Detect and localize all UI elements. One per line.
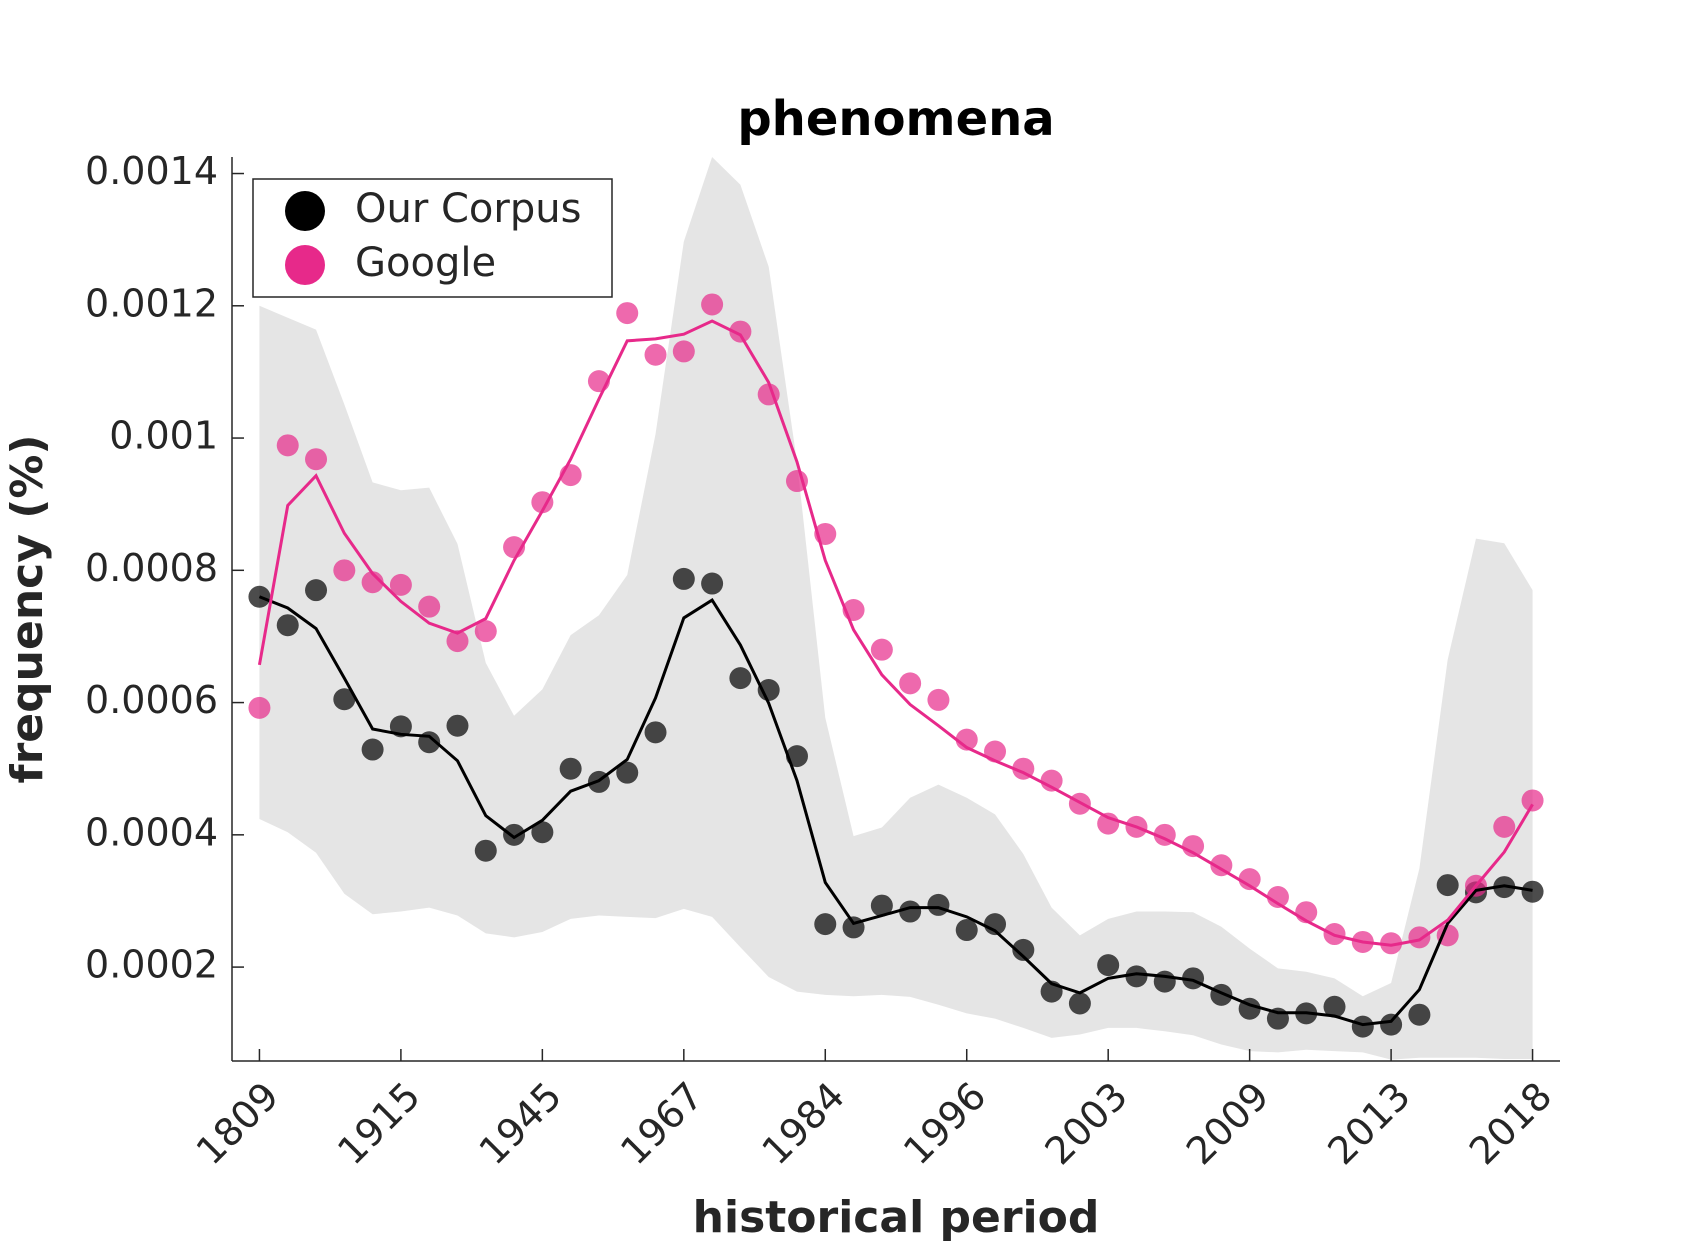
data-point — [361, 738, 384, 761]
data-point — [531, 491, 554, 514]
legend-marker — [285, 191, 325, 231]
data-point — [361, 571, 384, 594]
data-point — [616, 761, 639, 784]
data-point — [1125, 965, 1148, 988]
data-point — [870, 894, 893, 917]
y-tick-label: 0.0004 — [85, 810, 218, 854]
smoothed-line — [257, 319, 1534, 947]
data-point — [927, 893, 950, 916]
data-point — [1408, 926, 1431, 949]
data-point — [785, 470, 808, 493]
data-point — [446, 714, 469, 737]
data-point — [870, 638, 893, 661]
data-point — [474, 839, 497, 862]
data-point — [1351, 1015, 1374, 1038]
data-point — [1097, 954, 1120, 977]
data-point — [1266, 885, 1289, 908]
data-point — [1436, 924, 1459, 947]
data-point — [389, 573, 412, 596]
data-point — [644, 721, 667, 744]
data-point — [333, 688, 356, 711]
smoothed-line — [258, 595, 1533, 1027]
confidence-band — [259, 157, 1533, 1060]
data-point — [1323, 995, 1346, 1018]
data-point — [531, 821, 554, 844]
data-point — [672, 340, 695, 363]
x-axis-label: historical period — [693, 1192, 1100, 1243]
data-point — [503, 823, 526, 846]
data-point — [899, 672, 922, 695]
data-point — [672, 567, 695, 590]
data-point — [418, 595, 441, 618]
data-point — [276, 434, 299, 457]
legend-marker — [285, 245, 325, 285]
data-point — [1493, 815, 1516, 838]
data-point — [1521, 789, 1544, 812]
data-point — [1012, 938, 1035, 961]
data-point — [559, 757, 582, 780]
data-point — [1380, 1013, 1403, 1036]
data-point — [644, 343, 667, 366]
y-tick-label: 0.0014 — [85, 149, 218, 193]
data-point — [1380, 932, 1403, 955]
data-point — [757, 679, 780, 702]
data-point — [927, 688, 950, 711]
data-point — [899, 900, 922, 923]
data-point — [701, 572, 724, 595]
legend-label: Google — [355, 240, 496, 286]
data-point — [1238, 868, 1261, 891]
legend-label: Our Corpus — [355, 186, 581, 232]
data-point — [955, 919, 978, 942]
data-point — [1408, 1003, 1431, 1026]
data-point — [1040, 769, 1063, 792]
data-point — [305, 579, 328, 602]
chart-title: phenomena — [737, 91, 1054, 147]
data-point — [474, 620, 497, 643]
data-point — [248, 696, 271, 719]
y-tick-label: 0.0006 — [85, 678, 218, 722]
data-point — [1153, 970, 1176, 993]
data-point — [276, 614, 299, 637]
data-point — [1097, 812, 1120, 835]
data-point — [616, 302, 639, 325]
y-tick-label: 0.001 — [109, 414, 218, 458]
data-point — [1436, 874, 1459, 897]
data-point — [333, 559, 356, 582]
data-point — [305, 448, 328, 471]
data-point — [446, 630, 469, 653]
y-tick-label: 0.0008 — [85, 546, 218, 590]
y-tick-label: 0.0012 — [85, 281, 218, 325]
data-point — [701, 293, 724, 316]
data-point — [729, 320, 752, 343]
y-tick-label: 0.0002 — [85, 943, 218, 987]
data-point — [1521, 880, 1544, 903]
data-point — [729, 667, 752, 690]
y-axis-label: frequency (%) — [2, 434, 53, 783]
data-point — [814, 913, 837, 936]
data-point — [842, 916, 865, 939]
data-point — [1068, 992, 1091, 1015]
